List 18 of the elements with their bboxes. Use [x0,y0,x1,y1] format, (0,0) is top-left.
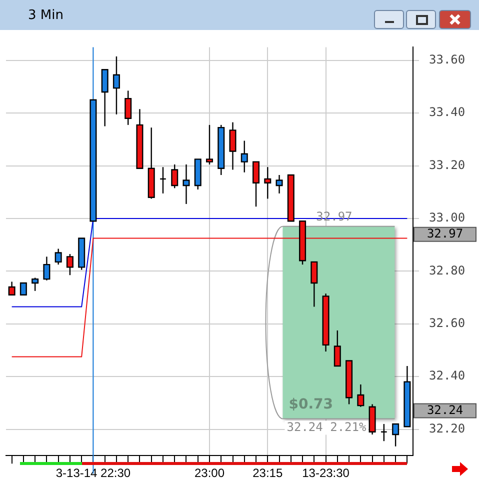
x-tick-label: 23:15 [252,466,283,480]
x-tick-label: 13-23:30 [302,466,350,480]
annotation: 32.24 2.21% [286,420,368,434]
y-tick-label: 32.40 [429,368,466,383]
y-tick-label: 33.20 [429,158,466,172]
y-tick-label: 32.20 [429,421,466,436]
y-tick-label: 33.60 [429,52,466,66]
ref-line-label: 32.24 [426,402,464,417]
x-tick-label: 3-13-14 22:30 [56,466,131,480]
candlestick [20,282,27,296]
y-tick-label: 32.80 [429,263,466,278]
y-tick-label: 33.40 [429,105,466,120]
annotation: $0.73 [288,396,334,412]
y-tick-label: 33.00 [429,210,466,225]
x-tick-label: 23:00 [194,466,225,480]
ref-line-label: 32.97 [426,226,464,240]
y-tick-label: 32.60 [429,316,466,330]
chart-title: 3 Min [28,8,64,23]
